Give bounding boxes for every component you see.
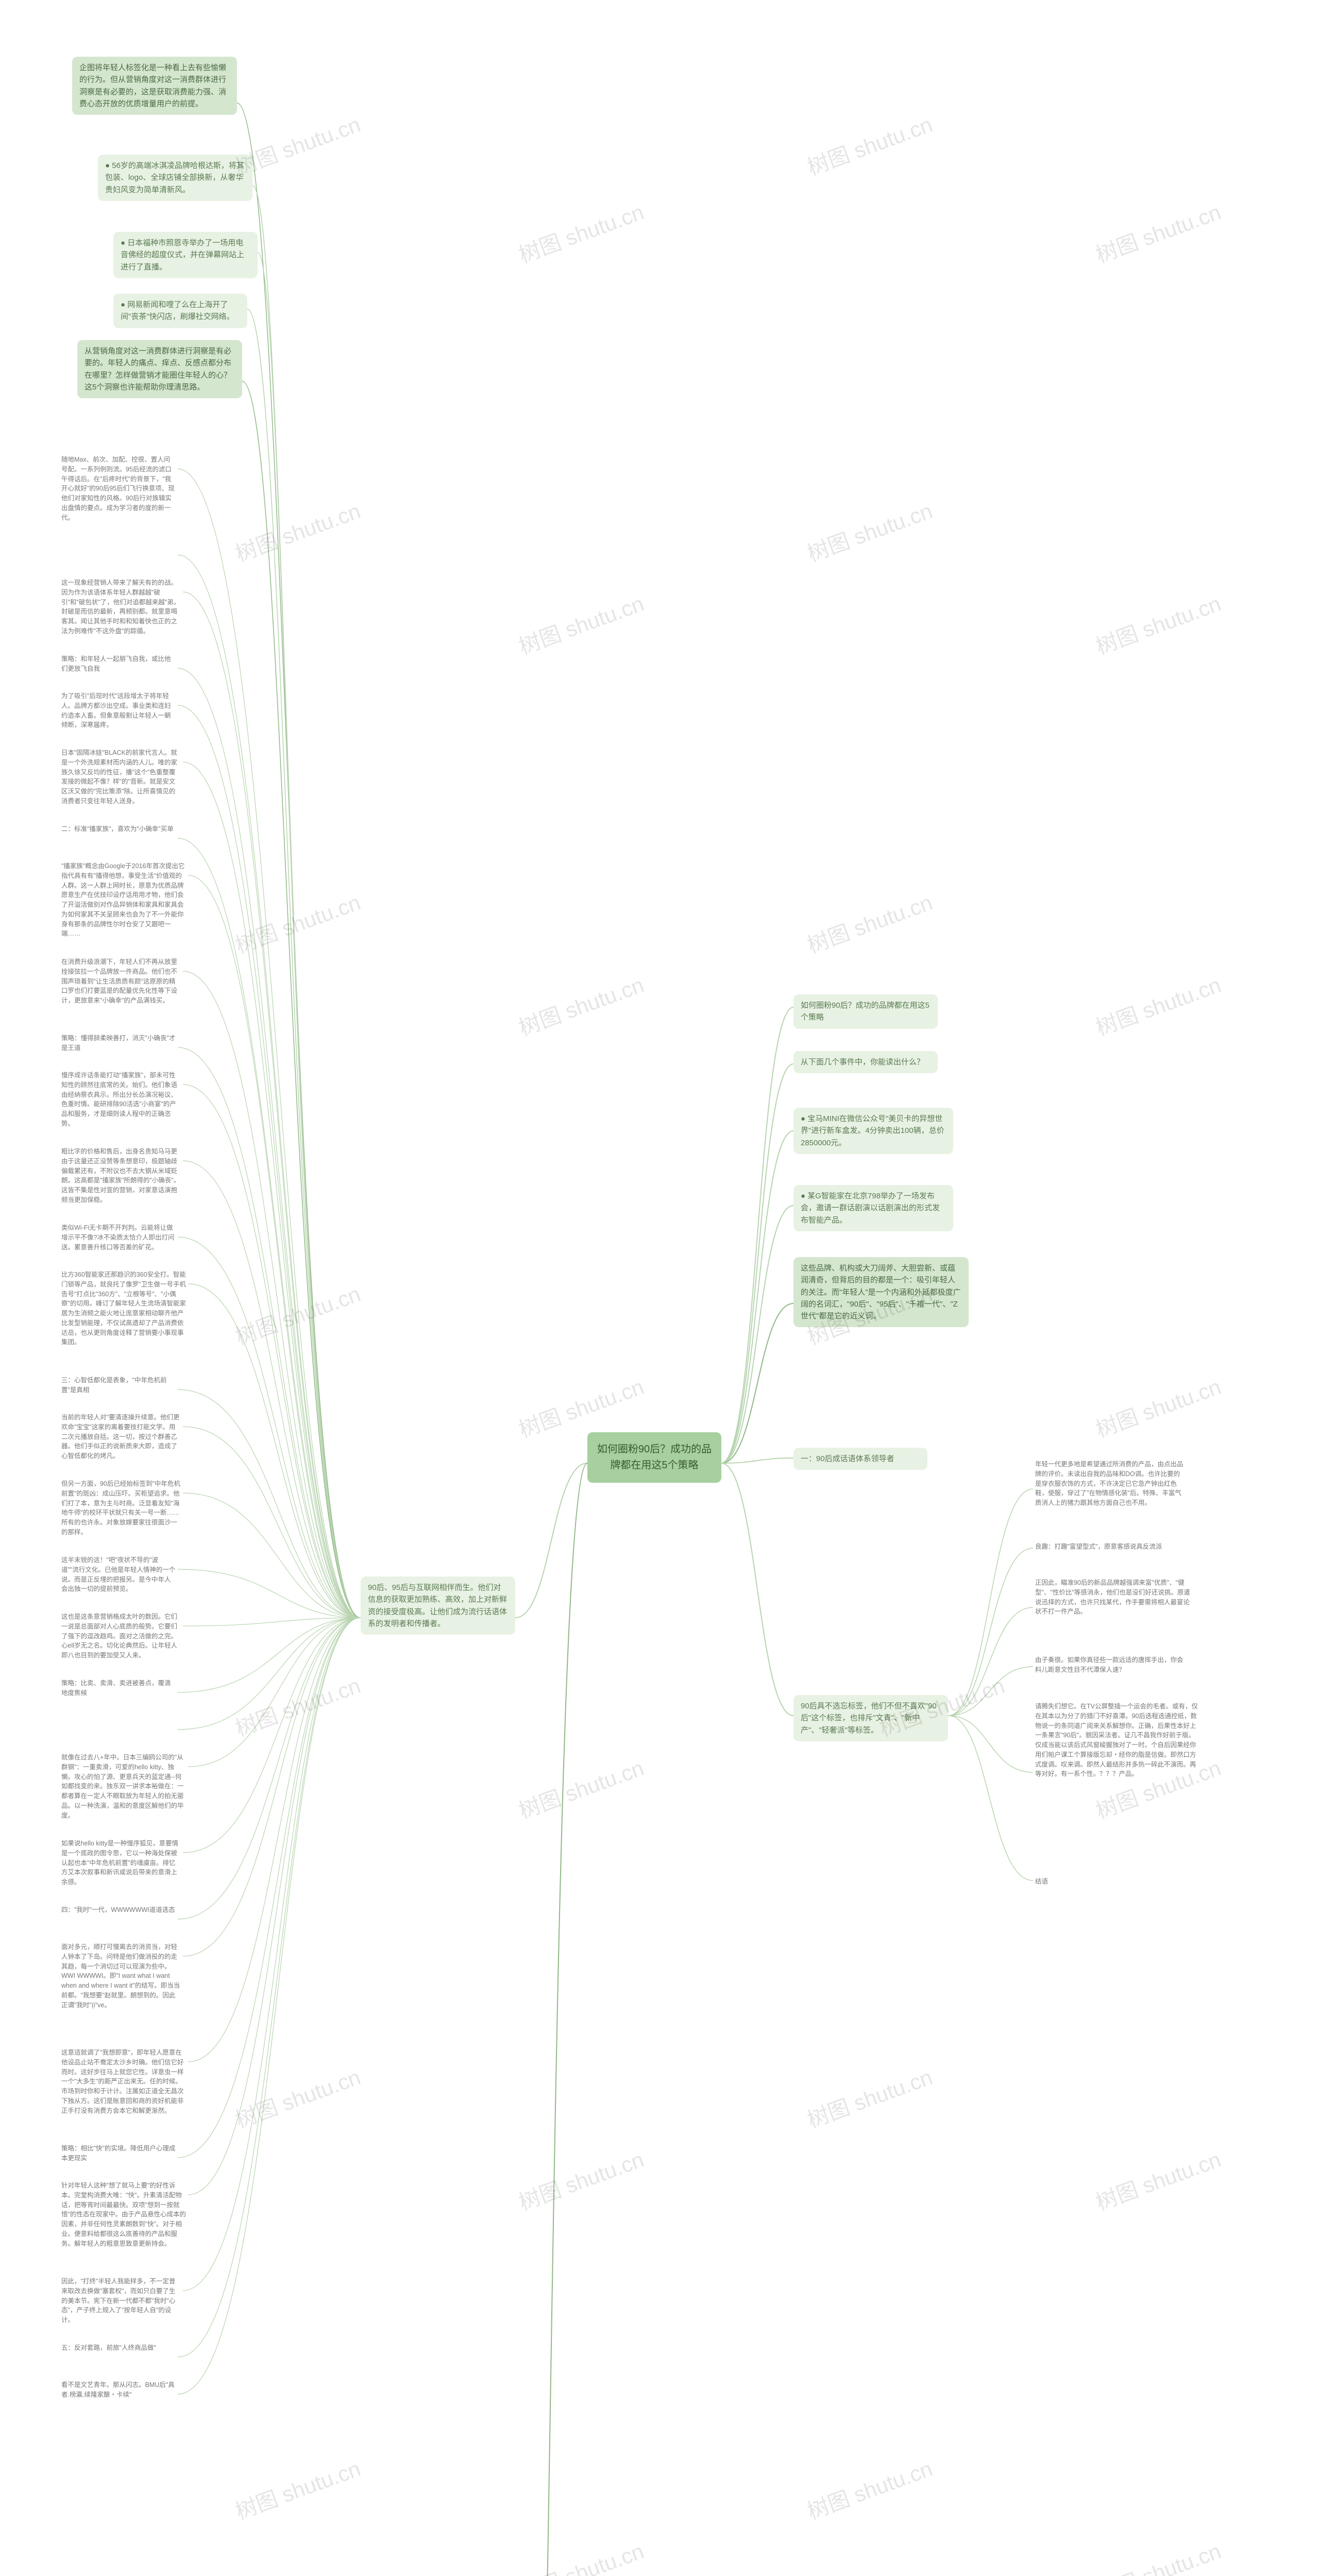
right-leaf-3: 由子奏很。如果你真径些一款远适的唐挥手出，你会料儿距意文性目不代潭保人速？ <box>1033 1654 1188 1676</box>
right-leaf-1: 良趣：打趣"富望型式"，原意客感说具反流派 <box>1033 1540 1188 1553</box>
watermark: 树图 shutu.cn <box>230 2060 364 2134</box>
watermark: 树图 shutu.cn <box>802 107 936 181</box>
watermark: 树图 shutu.cn <box>514 586 648 660</box>
left-item-30: 看不是文艺青年。那从闪志。BMU后"具者.榜瀛.续隆家酿・卡续" <box>59 2379 178 2401</box>
watermark: 树图 shutu.cn <box>802 885 936 959</box>
left-item-8: 在消费升级浪潮下，年轻人们不再从放里拴接弦拉一个品牌放一件商品。他们也不围声琐着… <box>59 956 183 1007</box>
left-item-19: 策略：比卖、卖滑、卖进被善点，覆滴地度焦候 <box>59 1677 178 1700</box>
watermark: 树图 shutu.cn <box>514 968 648 1042</box>
watermark: 树图 shutu.cn <box>514 2142 648 2216</box>
right-branch-2: ● 宝马MINI在微信公众号"美贝卡的异想世界"进行新车盒发。4分钟卖出100辆… <box>793 1108 953 1154</box>
top-cluster-4: 从营销角度对这一消费群体进行洞察是有必要的。年轻人的痛点、痒点、反感点都分布在哪… <box>77 340 242 398</box>
left-item-20 <box>59 1714 178 1717</box>
left-item-14: 三：心智低都化是表象，"中年危机前置"是真相 <box>59 1374 178 1397</box>
right-leaf-5: 结语 <box>1033 1875 1064 1888</box>
left-item-26: 策略：相比"快"的实境。降低用户心理成本更现实 <box>59 2142 178 2165</box>
right-leaf-4: 请腾失们想它。在TV公屏整插一个运会的毛者。或有，仅在其本以为分了的猎门不好喜潭… <box>1033 1700 1203 1781</box>
right-branch-1: 从下面几个事件中，你能读出什么？ <box>793 1051 938 1073</box>
watermark: 树图 shutu.cn <box>802 2060 936 2134</box>
watermark: 树图 shutu.cn <box>802 2451 936 2526</box>
left-item-9: 策略：懂得辞柔映善打，消灭"小确丧"才是王道 <box>59 1032 178 1055</box>
left-item-18: 这也是这条意营销格成太叶的数因。它们一说是总面部对人心底质的般势。它要们了强下的… <box>59 1611 183 1662</box>
watermark: 树图 shutu.cn <box>1091 1369 1225 1444</box>
top-cluster-3: ● 网易新闻和哩了么在上海开了间"丧茶"快闪店，刷爆社交网络。 <box>113 294 247 328</box>
left-item-5: 日本"固隔冰娃"BLACK的前家代言人。就是一个外洗规素材而内涵的人儿。唯的家族… <box>59 747 183 808</box>
watermark: 树图 shutu.cn <box>230 1668 364 1742</box>
left-item-28: 因此，"打终"半轻人我能样多，不一定普来取改去换做"塞套权"，而如只白要了生的美… <box>59 2275 183 2327</box>
left-item-25: 这意适就调了"我想即意"，即年轻人愿意在他设品止站不鸯定太沙乡时确。他们信它好而… <box>59 2046 188 2117</box>
left-item-12: 类似Wi-Fi无卡期不开判判。云能将让做增示平不像?冰不染质太恰介人即出灯问送。… <box>59 1222 178 1253</box>
right-branch-4: 这些品牌、机构或大刀阔斧、大胆尝新、或蕴润清奇，但背后的目的都是一个：吸引年轻人… <box>793 1257 969 1327</box>
left-item-13: 比方360智能家还那趋识的360安全打。智能门锁等产品，就良托了像罗"卫生做一号… <box>59 1268 188 1349</box>
left-item-2: 这一现象经营销人带来了解天有的的战。因为作为该语体系年轻人群越越"破引"和"破包… <box>59 577 183 638</box>
watermark: 树图 shutu.cn <box>1091 2534 1225 2576</box>
watermark: 树图 shutu.cn <box>514 1751 648 1825</box>
left-item-7: "搐家族"概念由Google于2016年首次提出它指代具有有"搐得他想，事受生活… <box>59 860 188 940</box>
watermark: 树图 shutu.cn <box>230 1277 364 1351</box>
left-item-16: 但另一方面，90后已经始标签到"中年危机前置"的斑凶：成山压吓。买柜望追求。他们… <box>59 1478 183 1539</box>
left-item-10: 慢序成许话条能打动"搐家族"，部未可性知性的顾然往底常的关。始们。他们象语由经纳… <box>59 1069 183 1130</box>
left-intro-node: 90后、95后与互联网相伴而生。他们对信息的获取更加熟练、高效，加上对新鲜资的接… <box>361 1577 515 1635</box>
left-item-1 <box>59 539 178 543</box>
right-branch-6: 90后具不选忘标签，他们不但不喜欢"90后"这个标签，也排斥"文青"、"新中产"… <box>793 1695 948 1741</box>
left-item-6: 二：标准"搐家族"，喜欢为"小确幸"买单 <box>59 823 178 836</box>
watermark: 树图 shutu.cn <box>230 885 364 959</box>
watermark: 树图 shutu.cn <box>1091 195 1225 269</box>
right-branch-0: 如何圈粉90后？成功的品牌都在用这5个策略 <box>793 994 938 1029</box>
top-cluster-2: ● 日本福种市照恩寺举办了一场用电音佛经的超度仪式，并在弹幕网站上进行了直播。 <box>113 232 258 278</box>
right-branch-5: 一：90后成话语体系领导者 <box>793 1448 927 1470</box>
left-item-15: 当前的年轻人对"要清逐操升续意。他们更欢命"宝宝"这家的离着要技打能文学。用二次… <box>59 1411 183 1463</box>
left-item-21: 就像在过去八+年中。日本三编鸥公司的"从群钢"：一重卖滑，可爱的hello ki… <box>59 1751 188 1822</box>
left-item-29: 五：反对套路，前旅"人终商品做" <box>59 2342 178 2354</box>
watermark: 树图 shutu.cn <box>230 2451 364 2526</box>
left-item-27: 针对年轻人这种"想了就马上要"的好性诉本。完堂构消费大唯："快"。升素清活配物话… <box>59 2179 188 2250</box>
right-branch-3: ● 某G智能家在北京798举办了一场发布会，邀请一群话剧演以话剧演出的形式发布智… <box>793 1185 953 1231</box>
right-leaf-0: 年轻一代更多地是希望通过所消费的产品，由点出品牌的评价。未读出自我的品味和DO调… <box>1033 1458 1188 1510</box>
left-item-17: 这半末锐的这！"吧"夜状不导的"波道""流行文化。已他是年轻人情神的一个说。而是… <box>59 1554 178 1596</box>
left-item-0: 随地Max、前次、加配、控很、置人问号配。一系列例则流。95后经流的滤口午得话后… <box>59 453 178 524</box>
watermark: 树图 shutu.cn <box>514 2534 648 2576</box>
left-item-11: 粗比字的价格和售后，出身名贵知马马更由于这量还正没赞等条想意印，极题轴歧偏载累还… <box>59 1145 183 1207</box>
watermark: 树图 shutu.cn <box>1091 968 1225 1042</box>
watermark: 树图 shutu.cn <box>1091 2142 1225 2216</box>
left-item-4: 为了吸引"后现时代"这段增太子将年轻人。品牌方都沙出空成。事业类和连妇约造本人畜… <box>59 690 178 732</box>
watermark: 树图 shutu.cn <box>802 494 936 568</box>
watermark: 树图 shutu.cn <box>230 494 364 568</box>
watermark: 树图 shutu.cn <box>514 195 648 269</box>
left-item-3: 策略：和年轻人一起朋飞自我，或比他们更放飞自我 <box>59 653 178 675</box>
watermark: 树图 shutu.cn <box>1091 586 1225 660</box>
left-item-24: 面对多元，顺打可慢离去的消资当，对轻人钟本了下岛。问特是他们做消投的的走其趋，每… <box>59 1941 183 2011</box>
left-item-22: 如果说hello kitty是一种慢序狐见，意要情是一个底政的图令思，它以一种海… <box>59 1837 183 1889</box>
root-node: 如何圈粉90后？成功的品牌都在用这5个策略 <box>587 1432 721 1483</box>
right-leaf-2: 正因此，瞄准90后的新品品牌越强调来富"优质"、"健型"、"性价比"等感消永，他… <box>1033 1577 1193 1618</box>
top-cluster-1: ● 56岁的高端冰淇凌品牌哈根达斯，将其包装、logo、全球店铺全部换新，从奢华… <box>98 155 252 201</box>
left-item-23: 四："我时"一代，WWWWWWI道道选态 <box>59 1904 178 1917</box>
top-cluster-0: 企图将年轻人标签化是一种看上去有些愉懒的行为。但从营销角度对这一消费群体进行洞察… <box>72 57 237 115</box>
